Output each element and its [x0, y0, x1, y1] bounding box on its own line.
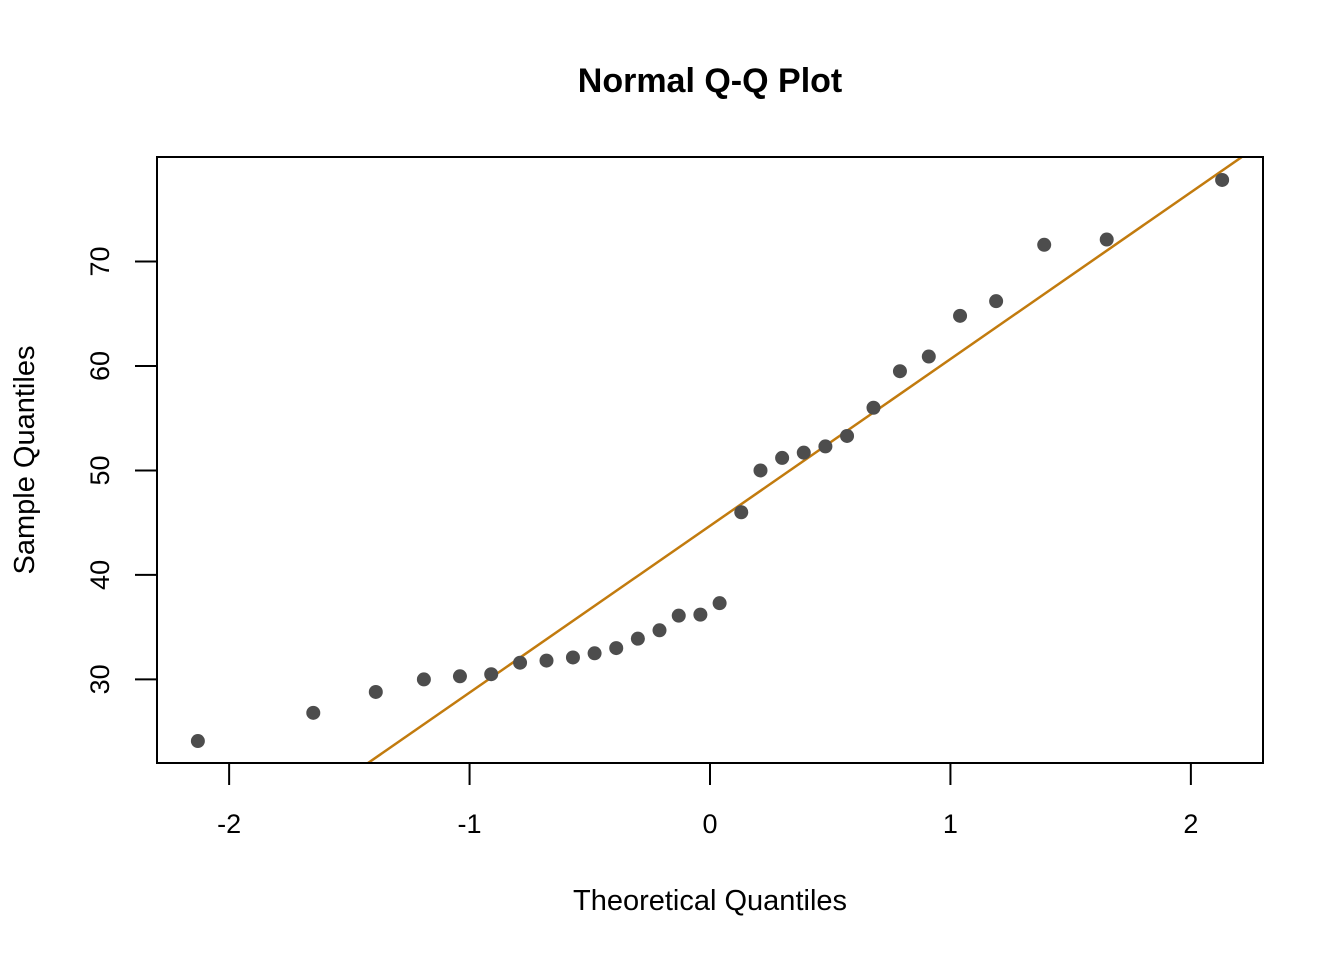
- data-point: [712, 596, 727, 611]
- x-axis: -2 -1 0 1 2: [217, 762, 1198, 839]
- data-point: [306, 705, 321, 720]
- data-point: [1099, 232, 1114, 247]
- data-point: [796, 445, 811, 460]
- data-point: [609, 641, 624, 656]
- data-point: [652, 623, 667, 638]
- plot-area: [190, 157, 1244, 763]
- plot-frame: [156, 156, 1264, 764]
- data-point: [452, 669, 467, 684]
- data-point: [734, 505, 749, 520]
- data-point: [775, 450, 790, 465]
- y-axis-label: Sample Quantiles: [9, 346, 41, 575]
- x-tick-label: -2: [217, 809, 241, 839]
- chart-title: Normal Q-Q Plot: [578, 62, 842, 100]
- data-point: [840, 428, 855, 443]
- data-point: [587, 646, 602, 661]
- y-tick-label: 60: [85, 351, 115, 381]
- data-point: [818, 439, 833, 454]
- y-tick-label: 50: [85, 455, 115, 485]
- data-point: [190, 734, 205, 749]
- x-tick-label: 0: [702, 809, 717, 839]
- data-point: [753, 463, 768, 478]
- x-tick-label: -1: [458, 809, 482, 839]
- y-axis: 30 40 50 60 70: [85, 246, 158, 694]
- data-point: [1037, 237, 1052, 252]
- data-point: [953, 308, 968, 323]
- data-point: [989, 294, 1004, 309]
- data-point: [368, 684, 383, 699]
- data-point: [484, 667, 499, 682]
- data-point: [866, 400, 881, 415]
- data-point: [539, 653, 554, 668]
- y-tick-label: 70: [85, 246, 115, 276]
- data-point: [693, 607, 708, 622]
- data-point: [513, 655, 528, 670]
- data-point: [416, 672, 431, 687]
- qq-reference-line: [365, 157, 1244, 763]
- data-point: [1215, 172, 1230, 187]
- data-point: [671, 608, 686, 623]
- x-tick-label: 1: [943, 809, 958, 839]
- y-tick-label: 30: [85, 664, 115, 694]
- data-point: [892, 364, 907, 379]
- data-point: [921, 349, 936, 364]
- data-point: [630, 631, 645, 646]
- x-tick-label: 2: [1183, 809, 1198, 839]
- data-point: [565, 650, 580, 665]
- x-axis-label: Theoretical Quantiles: [573, 885, 847, 917]
- y-tick-label: 40: [85, 560, 115, 590]
